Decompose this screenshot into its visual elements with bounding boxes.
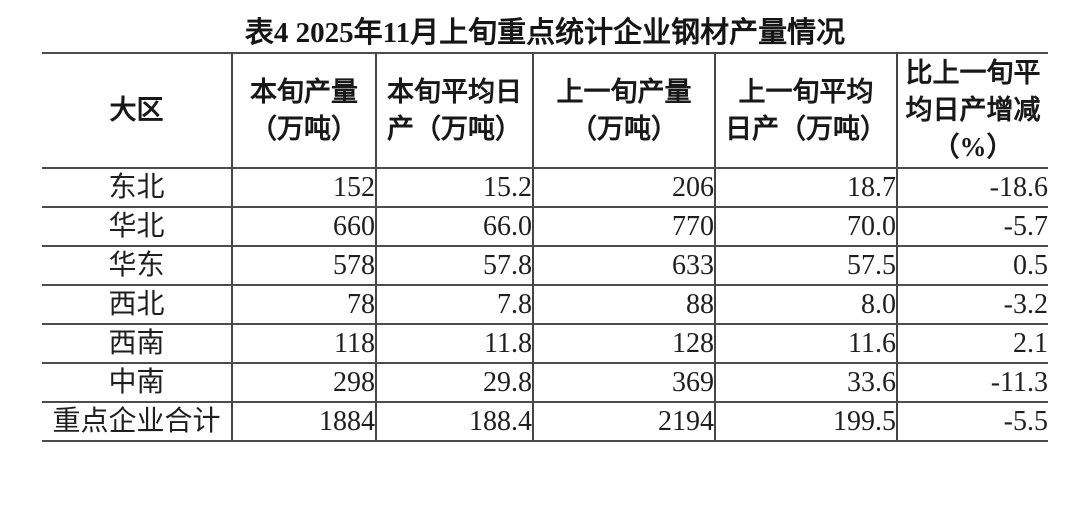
value-cell: 18.7 <box>715 168 898 208</box>
value-cell: 66.0 <box>376 207 534 247</box>
value-cell: 188.4 <box>376 402 534 442</box>
value-cell: 118 <box>232 324 377 364</box>
value-cell: 369 <box>533 363 716 403</box>
value-cell: 88 <box>533 285 716 325</box>
column-header-prev-output: 上一旬产量 （万吨） <box>533 53 716 169</box>
value-cell: 128 <box>533 324 716 364</box>
value-cell: 11.6 <box>715 324 898 364</box>
value-cell: 0.5 <box>897 246 1048 286</box>
value-cell: 2.1 <box>897 324 1048 364</box>
column-header-current-output: 本旬产量 （万吨） <box>232 53 377 169</box>
value-cell: 78 <box>232 285 377 325</box>
value-cell: -11.3 <box>897 363 1048 403</box>
value-cell: -3.2 <box>897 285 1048 325</box>
table-row-total: 重点企业合计 1884 188.4 2194 199.5 -5.5 <box>42 402 1048 442</box>
region-label: 西南 <box>42 324 233 364</box>
value-cell: 633 <box>533 246 716 286</box>
value-cell: 206 <box>533 168 716 208</box>
table-row: 华东 578 57.8 633 57.5 0.5 <box>42 246 1048 286</box>
header-row: 大区 本旬产量 （万吨） 本旬平均日 产（万吨） 上一旬产量 （万吨） 上一旬平… <box>42 53 1048 169</box>
value-cell: 660 <box>232 207 377 247</box>
value-cell: 2194 <box>533 402 716 442</box>
region-label: 中南 <box>42 363 233 403</box>
column-header-current-daily-avg: 本旬平均日 产（万吨） <box>376 53 534 169</box>
value-cell: 8.0 <box>715 285 898 325</box>
value-cell: 1884 <box>232 402 377 442</box>
region-label: 华北 <box>42 207 233 247</box>
steel-production-table: 大区 本旬产量 （万吨） 本旬平均日 产（万吨） 上一旬产量 （万吨） 上一旬平… <box>42 52 1048 442</box>
table-row: 东北 152 15.2 206 18.7 -18.6 <box>42 168 1048 208</box>
total-label: 重点企业合计 <box>42 402 233 442</box>
column-header-prev-daily-avg: 上一旬平均 日产（万吨） <box>715 53 898 169</box>
value-cell: -5.5 <box>897 402 1048 442</box>
table-caption: 表4 2025年11月上旬重点统计企业钢材产量情况 <box>244 17 846 49</box>
value-cell: -5.7 <box>897 207 1048 247</box>
region-label: 东北 <box>42 168 233 208</box>
region-label: 华东 <box>42 246 233 286</box>
column-header-daily-avg-change: 比上一旬平 均日产增减 （%） <box>897 53 1048 169</box>
value-cell: 199.5 <box>715 402 898 442</box>
value-cell: 57.8 <box>376 246 534 286</box>
value-cell: 7.8 <box>376 285 534 325</box>
value-cell: 33.6 <box>715 363 898 403</box>
value-cell: 70.0 <box>715 207 898 247</box>
value-cell: 11.8 <box>376 324 534 364</box>
value-cell: 152 <box>232 168 377 208</box>
value-cell: 578 <box>232 246 377 286</box>
table-row: 西北 78 7.8 88 8.0 -3.2 <box>42 285 1048 325</box>
value-cell: 770 <box>533 207 716 247</box>
table-row: 华北 660 66.0 770 70.0 -5.7 <box>42 207 1048 247</box>
value-cell: -18.6 <box>897 168 1048 208</box>
column-header-region: 大区 <box>42 53 233 169</box>
value-cell: 15.2 <box>376 168 534 208</box>
value-cell: 298 <box>232 363 377 403</box>
value-cell: 57.5 <box>715 246 898 286</box>
value-cell: 29.8 <box>376 363 534 403</box>
region-label: 西北 <box>42 285 233 325</box>
table-row: 西南 118 11.8 128 11.6 2.1 <box>42 324 1048 364</box>
table-row: 中南 298 29.8 369 33.6 -11.3 <box>42 363 1048 403</box>
